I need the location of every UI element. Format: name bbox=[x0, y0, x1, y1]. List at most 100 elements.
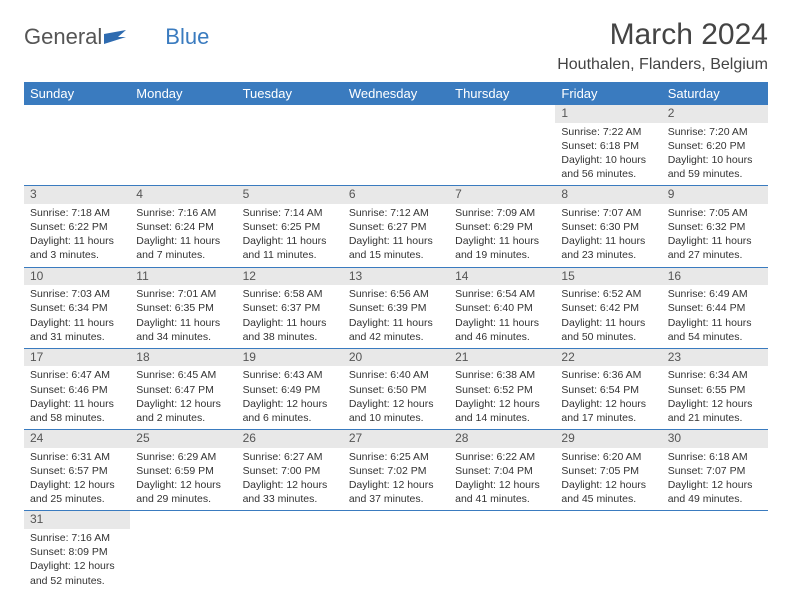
day-detail: Sunrise: 7:14 AMSunset: 6:25 PMDaylight:… bbox=[237, 204, 343, 267]
calendar-week: 24Sunrise: 6:31 AMSunset: 6:57 PMDayligh… bbox=[24, 430, 768, 511]
calendar-week: 10Sunrise: 7:03 AMSunset: 6:34 PMDayligh… bbox=[24, 267, 768, 348]
day-detail: Sunrise: 6:20 AMSunset: 7:05 PMDaylight:… bbox=[555, 448, 661, 511]
day-number: 24 bbox=[24, 430, 130, 448]
day-detail: Sunrise: 7:18 AMSunset: 6:22 PMDaylight:… bbox=[24, 204, 130, 267]
day-number: 29 bbox=[555, 430, 661, 448]
day-number: 13 bbox=[343, 268, 449, 286]
calendar-week: 3Sunrise: 7:18 AMSunset: 6:22 PMDaylight… bbox=[24, 186, 768, 267]
logo-text-2: Blue bbox=[165, 24, 209, 50]
calendar-head: SundayMondayTuesdayWednesdayThursdayFrid… bbox=[24, 82, 768, 105]
day-number: 15 bbox=[555, 268, 661, 286]
day-detail: Sunrise: 7:20 AMSunset: 6:20 PMDaylight:… bbox=[662, 123, 768, 186]
day-number: 12 bbox=[237, 268, 343, 286]
day-number: 14 bbox=[449, 268, 555, 286]
weekday-header: Monday bbox=[130, 82, 236, 105]
calendar-day: 6Sunrise: 7:12 AMSunset: 6:27 PMDaylight… bbox=[343, 186, 449, 267]
day-number: 7 bbox=[449, 186, 555, 204]
day-detail: Sunrise: 6:54 AMSunset: 6:40 PMDaylight:… bbox=[449, 285, 555, 348]
calendar-day: 8Sunrise: 7:07 AMSunset: 6:30 PMDaylight… bbox=[555, 186, 661, 267]
calendar-day: 30Sunrise: 6:18 AMSunset: 7:07 PMDayligh… bbox=[662, 430, 768, 511]
day-detail: Sunrise: 6:22 AMSunset: 7:04 PMDaylight:… bbox=[449, 448, 555, 511]
calendar-day: 17Sunrise: 6:47 AMSunset: 6:46 PMDayligh… bbox=[24, 348, 130, 429]
calendar-day: 31Sunrise: 7:16 AMSunset: 8:09 PMDayligh… bbox=[24, 511, 130, 592]
day-number: 16 bbox=[662, 268, 768, 286]
day-number: 18 bbox=[130, 349, 236, 367]
weekday-header: Friday bbox=[555, 82, 661, 105]
calendar-day: 23Sunrise: 6:34 AMSunset: 6:55 PMDayligh… bbox=[662, 348, 768, 429]
day-detail: Sunrise: 6:31 AMSunset: 6:57 PMDaylight:… bbox=[24, 448, 130, 511]
day-detail: Sunrise: 7:03 AMSunset: 6:34 PMDaylight:… bbox=[24, 285, 130, 348]
calendar-blank bbox=[130, 511, 236, 592]
day-detail: Sunrise: 6:58 AMSunset: 6:37 PMDaylight:… bbox=[237, 285, 343, 348]
calendar-day: 14Sunrise: 6:54 AMSunset: 6:40 PMDayligh… bbox=[449, 267, 555, 348]
calendar-blank bbox=[555, 511, 661, 592]
calendar-day: 19Sunrise: 6:43 AMSunset: 6:49 PMDayligh… bbox=[237, 348, 343, 429]
calendar-blank bbox=[24, 105, 130, 186]
calendar-blank bbox=[449, 105, 555, 186]
day-detail: Sunrise: 6:52 AMSunset: 6:42 PMDaylight:… bbox=[555, 285, 661, 348]
calendar-blank bbox=[662, 511, 768, 592]
calendar-day: 11Sunrise: 7:01 AMSunset: 6:35 PMDayligh… bbox=[130, 267, 236, 348]
day-detail: Sunrise: 6:29 AMSunset: 6:59 PMDaylight:… bbox=[130, 448, 236, 511]
day-number: 30 bbox=[662, 430, 768, 448]
calendar-day: 24Sunrise: 6:31 AMSunset: 6:57 PMDayligh… bbox=[24, 430, 130, 511]
calendar-day: 3Sunrise: 7:18 AMSunset: 6:22 PMDaylight… bbox=[24, 186, 130, 267]
day-number: 9 bbox=[662, 186, 768, 204]
calendar-day: 9Sunrise: 7:05 AMSunset: 6:32 PMDaylight… bbox=[662, 186, 768, 267]
calendar-week: 1Sunrise: 7:22 AMSunset: 6:18 PMDaylight… bbox=[24, 105, 768, 186]
day-number: 25 bbox=[130, 430, 236, 448]
flag-icon bbox=[104, 24, 126, 50]
calendar-day: 29Sunrise: 6:20 AMSunset: 7:05 PMDayligh… bbox=[555, 430, 661, 511]
weekday-header: Wednesday bbox=[343, 82, 449, 105]
day-number: 10 bbox=[24, 268, 130, 286]
day-number: 27 bbox=[343, 430, 449, 448]
calendar-day: 20Sunrise: 6:40 AMSunset: 6:50 PMDayligh… bbox=[343, 348, 449, 429]
day-number: 4 bbox=[130, 186, 236, 204]
calendar-blank bbox=[237, 105, 343, 186]
day-detail: Sunrise: 6:18 AMSunset: 7:07 PMDaylight:… bbox=[662, 448, 768, 511]
calendar-day: 27Sunrise: 6:25 AMSunset: 7:02 PMDayligh… bbox=[343, 430, 449, 511]
day-detail: Sunrise: 6:49 AMSunset: 6:44 PMDaylight:… bbox=[662, 285, 768, 348]
weekday-header: Thursday bbox=[449, 82, 555, 105]
day-detail: Sunrise: 6:36 AMSunset: 6:54 PMDaylight:… bbox=[555, 366, 661, 429]
day-detail: Sunrise: 6:34 AMSunset: 6:55 PMDaylight:… bbox=[662, 366, 768, 429]
calendar-day: 13Sunrise: 6:56 AMSunset: 6:39 PMDayligh… bbox=[343, 267, 449, 348]
day-detail: Sunrise: 7:12 AMSunset: 6:27 PMDaylight:… bbox=[343, 204, 449, 267]
day-detail: Sunrise: 7:05 AMSunset: 6:32 PMDaylight:… bbox=[662, 204, 768, 267]
calendar-blank bbox=[449, 511, 555, 592]
calendar-day: 12Sunrise: 6:58 AMSunset: 6:37 PMDayligh… bbox=[237, 267, 343, 348]
calendar-day: 25Sunrise: 6:29 AMSunset: 6:59 PMDayligh… bbox=[130, 430, 236, 511]
day-detail: Sunrise: 7:01 AMSunset: 6:35 PMDaylight:… bbox=[130, 285, 236, 348]
calendar-day: 21Sunrise: 6:38 AMSunset: 6:52 PMDayligh… bbox=[449, 348, 555, 429]
calendar-day: 2Sunrise: 7:20 AMSunset: 6:20 PMDaylight… bbox=[662, 105, 768, 186]
day-number: 2 bbox=[662, 105, 768, 123]
day-number: 17 bbox=[24, 349, 130, 367]
calendar-table: SundayMondayTuesdayWednesdayThursdayFrid… bbox=[24, 82, 768, 592]
day-number: 26 bbox=[237, 430, 343, 448]
day-number: 11 bbox=[130, 268, 236, 286]
day-number: 1 bbox=[555, 105, 661, 123]
day-detail: Sunrise: 7:22 AMSunset: 6:18 PMDaylight:… bbox=[555, 123, 661, 186]
day-number: 20 bbox=[343, 349, 449, 367]
day-detail: Sunrise: 7:07 AMSunset: 6:30 PMDaylight:… bbox=[555, 204, 661, 267]
day-number: 22 bbox=[555, 349, 661, 367]
day-detail: Sunrise: 6:38 AMSunset: 6:52 PMDaylight:… bbox=[449, 366, 555, 429]
calendar-day: 28Sunrise: 6:22 AMSunset: 7:04 PMDayligh… bbox=[449, 430, 555, 511]
day-detail: Sunrise: 7:16 AMSunset: 6:24 PMDaylight:… bbox=[130, 204, 236, 267]
calendar-day: 5Sunrise: 7:14 AMSunset: 6:25 PMDaylight… bbox=[237, 186, 343, 267]
calendar-week: 17Sunrise: 6:47 AMSunset: 6:46 PMDayligh… bbox=[24, 348, 768, 429]
day-number: 28 bbox=[449, 430, 555, 448]
day-number: 19 bbox=[237, 349, 343, 367]
day-number: 21 bbox=[449, 349, 555, 367]
day-detail: Sunrise: 6:27 AMSunset: 7:00 PMDaylight:… bbox=[237, 448, 343, 511]
calendar-blank bbox=[130, 105, 236, 186]
day-detail: Sunrise: 6:45 AMSunset: 6:47 PMDaylight:… bbox=[130, 366, 236, 429]
calendar-day: 26Sunrise: 6:27 AMSunset: 7:00 PMDayligh… bbox=[237, 430, 343, 511]
day-detail: Sunrise: 7:09 AMSunset: 6:29 PMDaylight:… bbox=[449, 204, 555, 267]
weekday-header: Saturday bbox=[662, 82, 768, 105]
day-detail: Sunrise: 6:43 AMSunset: 6:49 PMDaylight:… bbox=[237, 366, 343, 429]
calendar-day: 22Sunrise: 6:36 AMSunset: 6:54 PMDayligh… bbox=[555, 348, 661, 429]
calendar-day: 10Sunrise: 7:03 AMSunset: 6:34 PMDayligh… bbox=[24, 267, 130, 348]
day-number: 31 bbox=[24, 511, 130, 529]
day-detail: Sunrise: 6:25 AMSunset: 7:02 PMDaylight:… bbox=[343, 448, 449, 511]
